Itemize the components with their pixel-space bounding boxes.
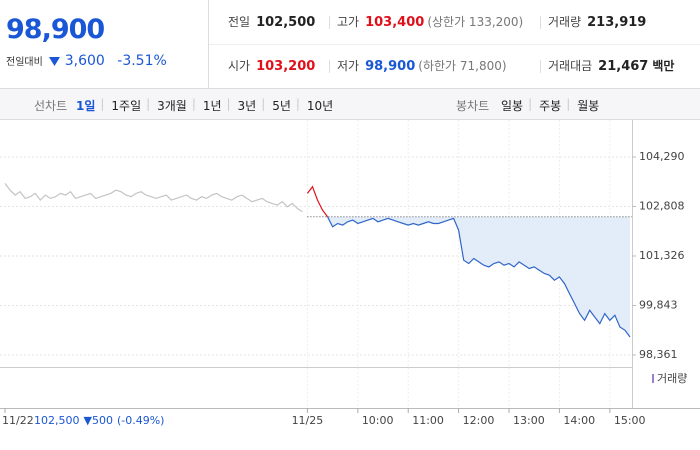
stat-label: 저가 [337, 59, 360, 73]
y-tick-label: 99,843 [639, 299, 678, 312]
candle-tab[interactable]: 월봉 [577, 99, 600, 113]
tab-sep: | [295, 97, 300, 111]
stat-value: 213,919 [587, 15, 647, 30]
stats: 전일 102,500 고가 103,400 (상한가 133,200) 거래량 213,91… [209, 0, 700, 88]
divider [540, 16, 541, 29]
period-tab[interactable]: 1년 [202, 99, 222, 113]
stat-label: 거래대금 [548, 59, 593, 73]
prev-rate: (-0.49%) [117, 414, 165, 427]
stats-row: 시가 103,200 저가 98,900 (하한가 71,800) 거래대금 21,467 백… [209, 44, 700, 88]
area [307, 216, 630, 337]
stat-unit: 백만 [652, 59, 675, 73]
divider [329, 16, 330, 29]
change-value: 3,600 [64, 53, 105, 69]
stat-value: 103,400 [365, 15, 425, 30]
quote-header: 98,900 전일대비 3,600 -3.51% 전일 102,500 고가 103,… [0, 0, 700, 89]
stat-value: 103,200 [256, 59, 316, 74]
x-tick-label: 12:00 [463, 414, 495, 427]
period-tab[interactable]: 1주일 [111, 99, 142, 113]
volume-legend-swatch [652, 374, 654, 383]
tab-sep: | [566, 97, 571, 111]
stat-value: 21,467 [598, 59, 649, 74]
stat: 거래대금 21,467 백만 [548, 44, 674, 88]
divider [540, 60, 541, 73]
tab-group-label: 선차트 [34, 99, 68, 113]
tab-sep: | [528, 97, 533, 111]
prev-close: 102,500 [34, 414, 80, 427]
divider [329, 60, 330, 73]
prev-change: 500 [92, 414, 113, 427]
stat: 고가 103,400 (상한가 133,200) [337, 0, 523, 44]
period-tab[interactable]: 10년 [306, 99, 334, 113]
change-row: 전일대비 3,600 -3.51% [6, 53, 167, 69]
y-tick-label: 98,361 [639, 348, 678, 361]
candle-tab[interactable]: 주봉 [539, 99, 562, 113]
tab-bar: 선차트 1일 | 1주일 | 3개월 | 1년 | 3년 | 5년 | 10년 봉차트 일봉 | 주봉 | 월봉 [0, 89, 700, 120]
stat-note: (상한가 133,200) [427, 15, 524, 29]
stat-label: 시가 [228, 59, 251, 73]
x-tick-label: 11/25 [292, 414, 324, 427]
period-tab[interactable]: 5년 [272, 99, 291, 113]
x-tick-label: 11/22 [2, 414, 34, 427]
stat-label: 고가 [337, 15, 360, 29]
down-icon: ▼ [84, 414, 93, 427]
candle-tab[interactable]: 일봉 [501, 99, 524, 113]
price-line [4, 183, 303, 213]
down-icon [49, 57, 61, 66]
change-rate: -3.51% [117, 53, 167, 69]
tab-group-label: 봉차트 [456, 99, 490, 113]
price-line [326, 216, 631, 338]
stat: 전일 102,500 [228, 0, 315, 44]
stat-value: 98,900 [365, 59, 416, 74]
tab-sep: | [261, 97, 266, 111]
stat-label: 거래량 [548, 15, 582, 29]
volume-legend: 거래량 [657, 372, 687, 385]
x-tick-label: 10:00 [362, 414, 394, 427]
tab-sep: | [226, 97, 231, 111]
tab-sep: | [100, 97, 105, 111]
stat: 저가 98,900 (하한가 71,800) [337, 44, 507, 88]
stat: 거래량 213,919 [548, 0, 646, 44]
period-tab[interactable]: 3년 [237, 99, 257, 113]
tab-sep: | [146, 97, 151, 111]
period-tab[interactable]: 3개월 [157, 99, 187, 113]
y-tick-label: 104,290 [639, 150, 685, 163]
current-price: 98,900 [6, 14, 105, 45]
prev-close-note: 102,500 ▼500 (-0.49%) [34, 414, 164, 427]
x-tick-label: 11:00 [412, 414, 444, 427]
price-box: 98,900 전일대비 3,600 -3.51% [0, 0, 209, 88]
tab-sep: | [191, 97, 196, 111]
stat-note: (하한가 71,800) [418, 59, 507, 73]
stat: 시가 103,200 [228, 44, 315, 88]
change-label: 전일대비 [6, 57, 43, 68]
stat-label: 전일 [228, 15, 251, 29]
x-tick-label: 13:00 [513, 414, 545, 427]
y-tick-label: 102,808 [639, 199, 685, 212]
stat-value: 102,500 [256, 15, 316, 30]
x-tick-label: 14:00 [563, 414, 595, 427]
y-tick-label: 101,326 [639, 249, 685, 262]
period-tab[interactable]: 1일 [76, 99, 96, 113]
x-tick-label: 15:00 [614, 414, 646, 427]
stats-row: 전일 102,500 고가 103,400 (상한가 133,200) 거래량 213,91… [209, 0, 700, 45]
